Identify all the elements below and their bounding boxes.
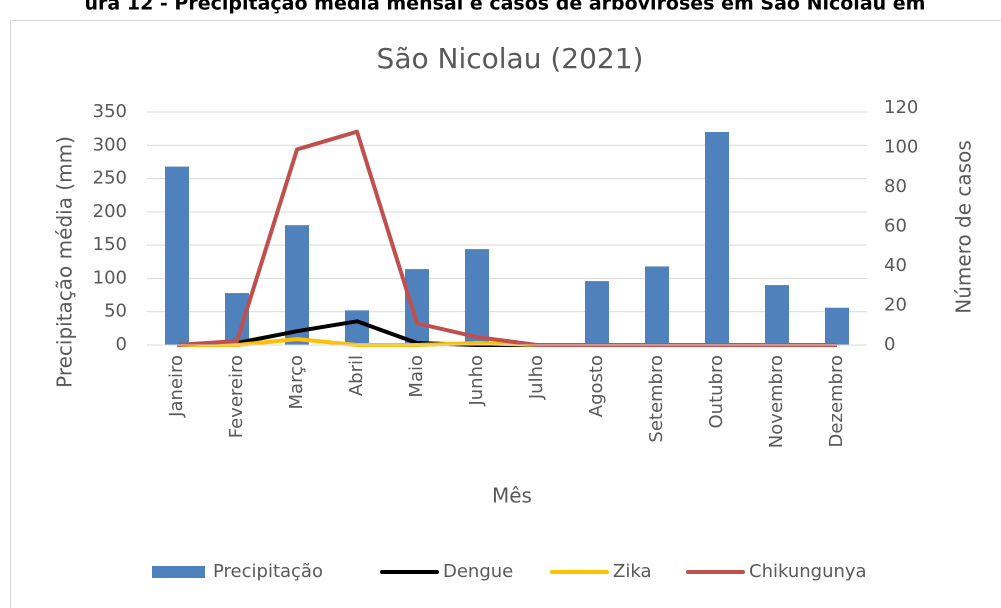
x-tick-label: Setembro <box>646 355 667 443</box>
bar <box>165 166 189 345</box>
bar <box>645 266 669 345</box>
x-tick-label: Maio <box>406 355 427 398</box>
x-tick-label: Novembro <box>766 355 787 448</box>
caption: ura 12 - Precipitação média mensal e cas… <box>85 0 926 15</box>
legend-label: Chikungunya <box>749 561 867 582</box>
legend-label: Dengue <box>443 561 513 582</box>
legend-swatch <box>152 566 205 578</box>
bar <box>705 131 729 345</box>
bar <box>345 310 369 345</box>
y2-tick-label: 120 <box>884 97 918 118</box>
x-tick-label: Outubro <box>706 355 727 429</box>
x-tick-label: Fevereiro <box>226 355 247 438</box>
bar <box>285 225 309 345</box>
x-axis-label: Mês <box>492 484 532 508</box>
bar <box>465 249 489 345</box>
bar <box>405 269 429 345</box>
legend-label: Zika <box>613 561 651 582</box>
line <box>176 129 837 347</box>
y2-tick-label: 80 <box>884 176 907 197</box>
x-tick-label: Dezembro <box>826 355 847 447</box>
x-tick-label: Março <box>286 355 307 409</box>
y2-tick-label: 40 <box>884 255 907 276</box>
chart-title: São Nicolau (2021) <box>377 42 644 75</box>
bar <box>765 285 789 345</box>
y-tick-label: 150 <box>93 234 127 255</box>
x-tick-label: Junho <box>466 355 487 407</box>
y-tick-label: 300 <box>93 134 127 155</box>
bar <box>825 307 849 345</box>
x-tick-label: Janeiro <box>166 355 187 418</box>
x-tick-label: Abril <box>346 355 367 396</box>
y-tick-label: 100 <box>93 267 127 288</box>
y-tick-label: 350 <box>93 101 127 122</box>
legend-label: Precipitação <box>213 561 323 582</box>
y-tick-label: 0 <box>116 334 127 355</box>
y2-tick-label: 0 <box>884 334 895 355</box>
y2-tick-label: 60 <box>884 216 907 237</box>
bar <box>585 281 609 345</box>
y-tick-label: 50 <box>104 301 127 322</box>
y2-tick-label: 20 <box>884 295 907 316</box>
x-tick-label: Agosto <box>586 355 607 417</box>
y-axis-label: Precipitação média (mm) <box>53 136 77 388</box>
y-tick-label: 200 <box>93 201 127 222</box>
chart-border <box>10 20 1001 608</box>
y2-axis-label: Número de casos <box>952 140 976 314</box>
y-tick-label: 250 <box>93 168 127 189</box>
x-tick-label: Julho <box>526 355 547 400</box>
y2-tick-label: 100 <box>884 137 918 158</box>
